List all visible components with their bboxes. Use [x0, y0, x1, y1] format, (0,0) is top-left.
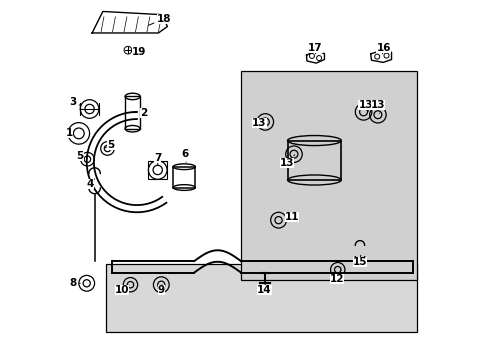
Text: 13: 13 — [279, 155, 294, 168]
Text: 7: 7 — [154, 153, 161, 165]
Text: 13: 13 — [370, 100, 385, 113]
Text: 15: 15 — [352, 255, 366, 267]
Text: 14: 14 — [256, 284, 271, 296]
Text: 8: 8 — [69, 278, 80, 288]
Text: 19: 19 — [131, 46, 145, 57]
Bar — [173, 167, 195, 188]
Text: 6: 6 — [182, 149, 188, 162]
Text: 13: 13 — [358, 100, 372, 111]
Bar — [287, 140, 341, 180]
Bar — [106, 264, 416, 332]
Text: 9: 9 — [158, 285, 164, 296]
Text: 3: 3 — [69, 97, 80, 107]
Text: 18: 18 — [148, 14, 171, 26]
Text: 10: 10 — [114, 285, 129, 296]
Text: 1: 1 — [66, 129, 73, 138]
Text: 12: 12 — [329, 270, 344, 284]
Text: 17: 17 — [307, 43, 322, 54]
Bar — [241, 71, 416, 280]
Text: 16: 16 — [376, 43, 390, 54]
Text: 5: 5 — [77, 150, 84, 161]
Text: 4: 4 — [86, 179, 94, 189]
Text: 11: 11 — [284, 212, 299, 221]
Bar — [148, 161, 167, 179]
Bar — [125, 96, 140, 129]
Text: 13: 13 — [252, 118, 266, 128]
Text: 2: 2 — [128, 108, 147, 118]
Text: 5: 5 — [105, 140, 115, 150]
